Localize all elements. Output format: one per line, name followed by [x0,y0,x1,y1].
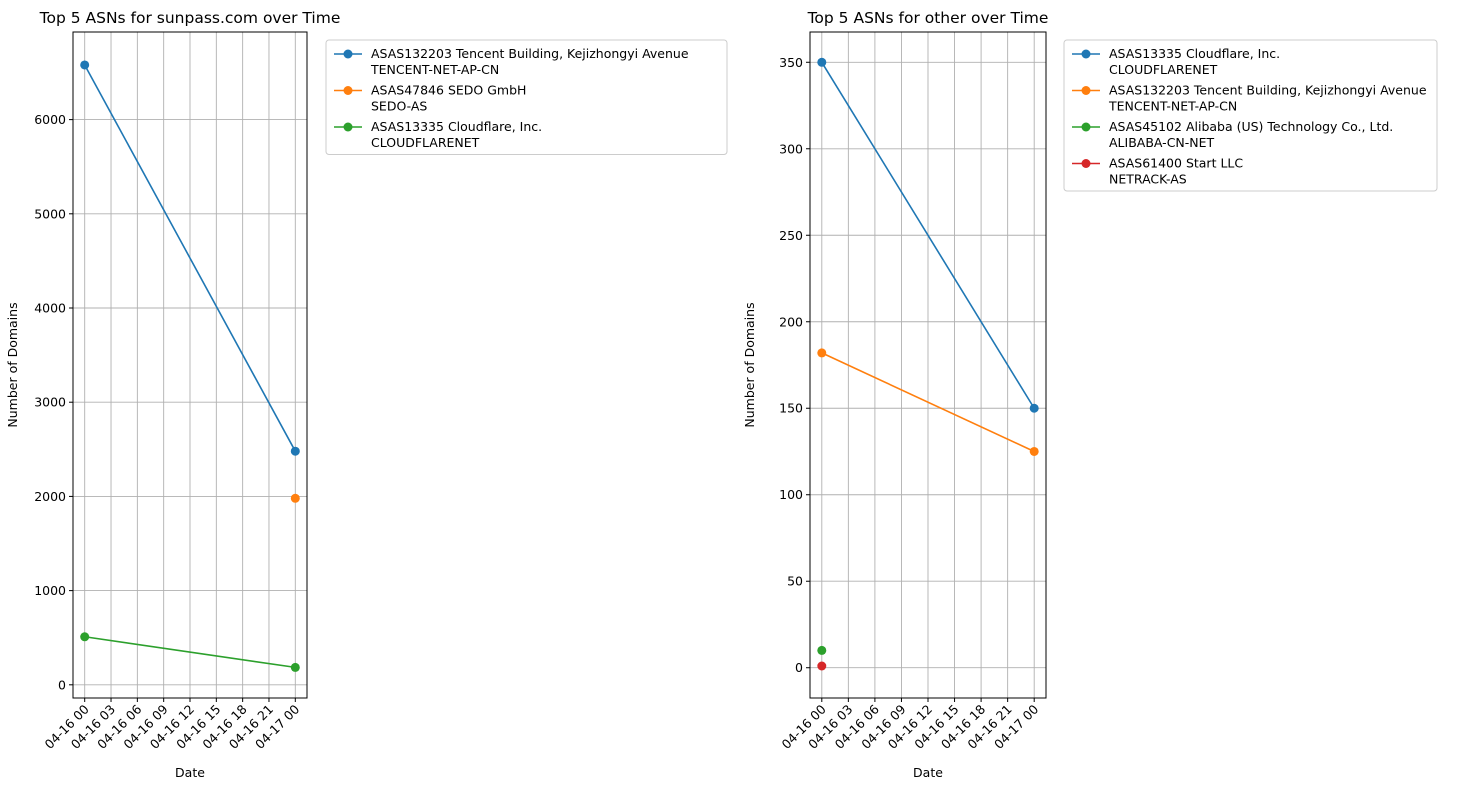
legend-label: ASAS132203 Tencent Building, Kejizhongyi… [1108,83,1427,114]
legend-marker [343,86,353,95]
legend-label: ASAS47846 SEDO GmbH SEDO-AS [371,83,526,114]
data-point [1029,446,1039,456]
series-line-2 [821,352,1035,453]
y-tick-label: 100 [779,487,803,502]
data-point [817,348,827,358]
y-tick-label: 250 [779,228,803,243]
data-point [817,645,827,655]
chart-title: Top 5 ASNs for sunpass.com over Time [39,9,341,27]
legend-marker [1081,49,1091,59]
legend-box [325,39,728,155]
legend-label: ASAS13335 Cloudflare, Inc. CLOUDFLARENET [1109,46,1280,77]
data-point [817,661,827,671]
y-tick-label: 4000 [34,301,66,316]
data-point [290,446,300,456]
y-tick-label: 2000 [34,489,66,504]
series-line-1 [821,61,1035,409]
legend-marker [343,122,353,132]
legend-box [1063,39,1438,192]
legend-label: ASAS61400 Start LLC NETRACK-AS [1109,156,1243,187]
data-point [80,632,90,642]
legend-label: ASAS45102 Alibaba (US) Technology Co., L… [1109,119,1393,150]
y-tick-label: 3000 [34,395,66,410]
y-tick-label: 200 [779,314,803,329]
series-line-1 [83,64,297,452]
data-point [290,662,300,672]
y-tick-label: 1000 [34,583,66,598]
legend: ASAS13335 Cloudflare, Inc. CLOUDFLARENET A… [1063,39,1438,192]
y-axis-label: Number of Domains [742,302,757,427]
data-point [817,57,827,67]
legend-label: ASAS13335 Cloudflare, Inc. CLOUDFLARENET [371,119,542,150]
y-tick-label: 350 [779,55,803,70]
y-tick-label: 6000 [34,112,66,127]
legend-marker [343,49,353,59]
x-axis-label: Date [913,765,943,780]
y-tick-label: 0 [58,677,66,692]
chart-title: Top 5 ASNs for other over Time [807,9,1049,27]
y-tick-label: 5000 [34,206,66,221]
data-point [1029,403,1039,413]
legend-label: ASAS132203 Tencent Building, Kejizhongyi… [370,46,689,77]
legend-marker [1081,86,1091,95]
legend-marker [1081,159,1091,168]
y-tick-label: 150 [779,401,803,416]
series-line-3 [84,635,296,669]
legend: ASAS132203 Tencent Building, Kejizhongyi… [325,39,728,155]
legend-marker [1081,122,1091,132]
y-tick-label: 300 [779,141,803,156]
y-tick-label: 50 [787,574,803,589]
data-point [290,493,300,503]
y-tick-label: 0 [795,660,803,675]
data-point [80,60,90,70]
y-axis-label: Number of Domains [5,302,20,427]
x-axis-label: Date [175,765,205,780]
